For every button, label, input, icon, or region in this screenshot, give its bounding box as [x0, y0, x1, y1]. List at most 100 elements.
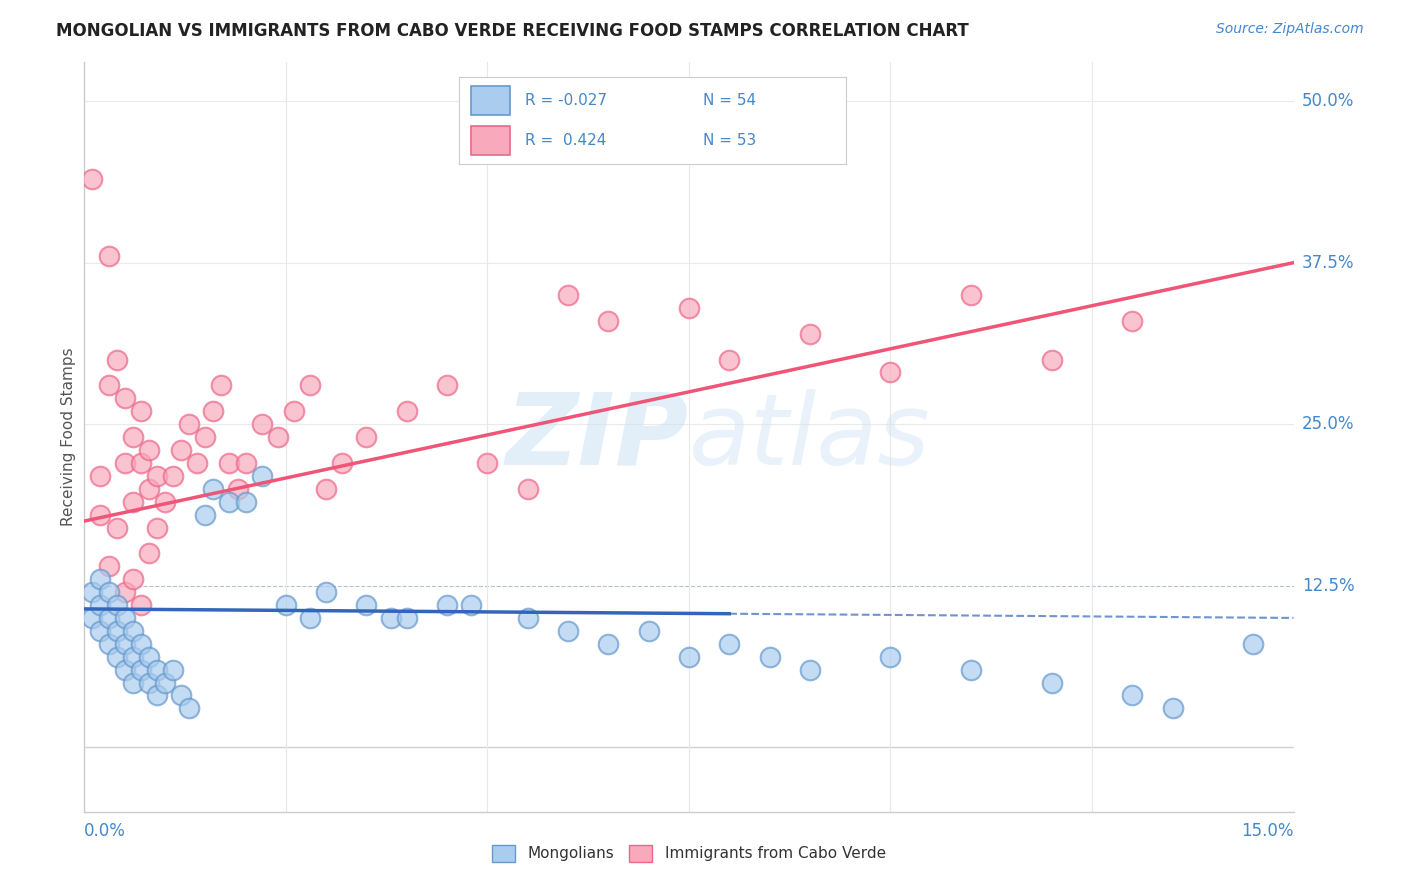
Point: [179, 417, 201, 432]
Point: [179, 701, 201, 715]
Point: [129, 598, 152, 612]
Point: [718, 637, 741, 651]
Point: [315, 482, 337, 496]
Point: [356, 430, 378, 444]
Point: [97, 611, 120, 625]
Point: [114, 611, 136, 625]
Point: [129, 404, 152, 418]
Point: [678, 649, 700, 664]
Point: [162, 663, 184, 677]
Point: [97, 378, 120, 392]
Point: [114, 637, 136, 651]
Point: [1040, 675, 1063, 690]
Point: [121, 494, 143, 508]
Point: [758, 649, 780, 664]
Point: [170, 689, 193, 703]
Point: [1121, 314, 1143, 328]
Point: [186, 456, 208, 470]
Point: [89, 468, 111, 483]
Point: [105, 649, 128, 664]
Point: [395, 404, 418, 418]
Point: [267, 430, 290, 444]
Text: Source: ZipAtlas.com: Source: ZipAtlas.com: [1216, 22, 1364, 37]
Point: [121, 430, 143, 444]
Point: [194, 430, 217, 444]
Point: [194, 508, 217, 522]
Text: MONGOLIAN VS IMMIGRANTS FROM CABO VERDE RECEIVING FOOD STAMPS CORRELATION CHART: MONGOLIAN VS IMMIGRANTS FROM CABO VERDE …: [56, 22, 969, 40]
Point: [114, 585, 136, 599]
Point: [960, 663, 983, 677]
Point: [226, 482, 249, 496]
Point: [162, 468, 184, 483]
Point: [114, 392, 136, 406]
Point: [799, 326, 821, 341]
Point: [153, 494, 176, 508]
Point: [114, 456, 136, 470]
Point: [97, 637, 120, 651]
Point: [557, 288, 579, 302]
Point: [299, 611, 322, 625]
Point: [460, 598, 482, 612]
Point: [114, 663, 136, 677]
Legend: Mongolians, Immigrants from Cabo Verde: Mongolians, Immigrants from Cabo Verde: [486, 838, 891, 868]
Point: [138, 442, 160, 457]
Point: [121, 624, 143, 638]
Point: [436, 378, 458, 392]
Point: [105, 624, 128, 638]
Point: [202, 482, 225, 496]
Point: [436, 598, 458, 612]
Point: [105, 520, 128, 534]
Text: 50.0%: 50.0%: [1302, 92, 1354, 111]
Point: [138, 482, 160, 496]
Point: [557, 624, 579, 638]
Point: [129, 456, 152, 470]
Point: [718, 352, 741, 367]
Point: [121, 572, 143, 586]
Point: [218, 494, 240, 508]
Point: [202, 404, 225, 418]
Point: [170, 442, 193, 457]
Point: [89, 624, 111, 638]
Text: ZIP: ZIP: [506, 389, 689, 485]
Point: [89, 598, 111, 612]
Point: [799, 663, 821, 677]
Point: [380, 611, 402, 625]
Point: [235, 494, 257, 508]
Point: [330, 456, 353, 470]
Point: [1241, 637, 1264, 651]
Point: [879, 366, 901, 380]
Point: [315, 585, 337, 599]
Point: [250, 468, 273, 483]
Point: [121, 675, 143, 690]
Point: [138, 649, 160, 664]
Point: [138, 675, 160, 690]
Point: [283, 404, 305, 418]
Point: [82, 171, 104, 186]
Point: [121, 649, 143, 664]
Point: [129, 637, 152, 651]
Point: [235, 456, 257, 470]
Point: [598, 637, 620, 651]
Point: [146, 663, 169, 677]
Point: [1121, 689, 1143, 703]
Point: [395, 611, 418, 625]
Point: [97, 249, 120, 263]
Point: [637, 624, 659, 638]
Point: [477, 456, 499, 470]
Point: [1040, 352, 1063, 367]
Point: [960, 288, 983, 302]
Text: 25.0%: 25.0%: [1302, 415, 1354, 434]
Point: [89, 572, 111, 586]
Point: [82, 585, 104, 599]
Point: [218, 456, 240, 470]
Text: atlas: atlas: [689, 389, 931, 485]
Point: [105, 352, 128, 367]
Point: [97, 559, 120, 574]
Point: [138, 546, 160, 560]
Point: [299, 378, 322, 392]
Point: [97, 585, 120, 599]
Point: [598, 314, 620, 328]
Text: 37.5%: 37.5%: [1302, 253, 1354, 272]
Point: [274, 598, 297, 612]
Point: [356, 598, 378, 612]
